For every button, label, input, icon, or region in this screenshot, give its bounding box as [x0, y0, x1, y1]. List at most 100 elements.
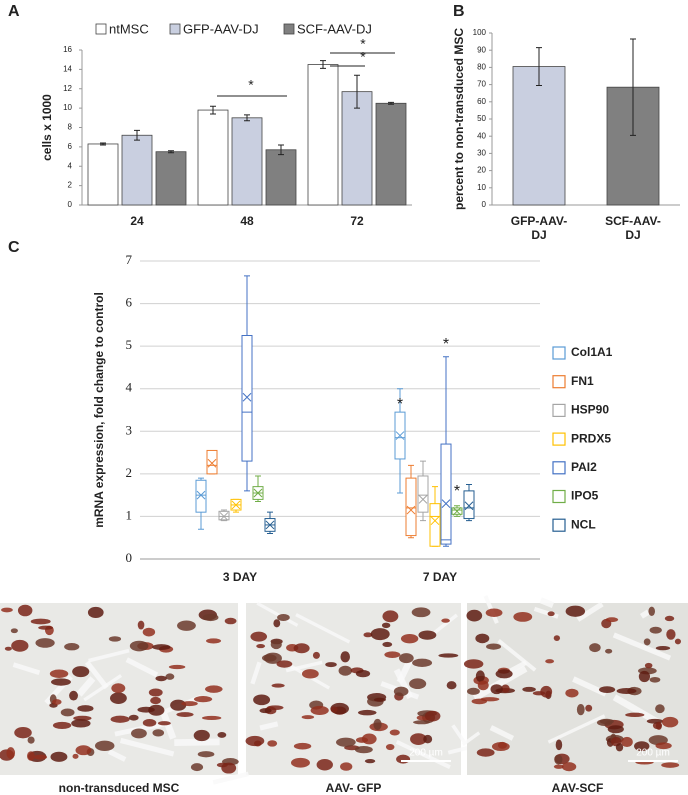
cell: [384, 651, 401, 658]
y-tick-label: 16: [63, 45, 72, 54]
cell: [155, 675, 167, 682]
cell: [131, 728, 147, 739]
cell: [340, 651, 350, 663]
x-tick-line: SCF-AAV-: [605, 214, 661, 228]
mean-marker: [253, 488, 263, 498]
scale-bar-label: 200 µm: [409, 748, 443, 759]
cell: [412, 658, 433, 667]
cell: [666, 629, 676, 640]
y-tick-label: 90: [477, 45, 486, 54]
cell: [547, 611, 555, 617]
y-tick-label: 6: [126, 295, 133, 310]
legend-label: ntMSC: [109, 21, 149, 36]
cell: [310, 705, 329, 716]
cell: [644, 662, 653, 669]
cell: [17, 604, 33, 617]
mean-marker: [441, 499, 451, 509]
cell: [52, 699, 62, 705]
box: [241, 335, 253, 462]
cell: [197, 751, 215, 758]
error-bar: [134, 129, 140, 141]
whisker: [466, 484, 472, 522]
cell: [411, 607, 431, 618]
cell: [330, 706, 338, 713]
cell: [522, 686, 536, 692]
cell: [49, 669, 69, 679]
cell: [424, 710, 441, 722]
cell: [357, 709, 377, 716]
whisker: [408, 464, 414, 539]
cell: [261, 654, 277, 662]
cell: [634, 741, 650, 752]
legend-swatch: [552, 461, 566, 475]
y-tick-label: 6: [68, 142, 73, 151]
error-bar: [536, 47, 542, 86]
cell: [72, 666, 90, 678]
cell: [490, 684, 503, 695]
cell: [396, 754, 411, 764]
cell: [27, 736, 35, 744]
legend-label: SCF-AAV-DJ: [297, 21, 372, 36]
cell: [655, 742, 672, 750]
y-tick-label: 4: [68, 161, 73, 170]
cell: [565, 605, 586, 617]
cell: [555, 739, 563, 751]
fiber: [489, 725, 515, 741]
cell: [157, 721, 171, 726]
error-bar: [388, 101, 394, 105]
cell: [77, 705, 94, 712]
mean-marker: [406, 505, 416, 515]
cell: [477, 680, 489, 691]
cell: [648, 606, 656, 616]
cell: [51, 678, 71, 686]
cell: [137, 706, 155, 713]
error-bar: [210, 105, 216, 115]
cell: [649, 676, 661, 683]
scale-bar-label: 200 µm: [636, 748, 670, 759]
cell: [616, 687, 637, 694]
legend-label: PAI2: [571, 460, 597, 474]
cell: [418, 630, 437, 640]
cell: [553, 764, 564, 769]
cell: [501, 684, 510, 693]
cell: [340, 762, 353, 771]
image-caption: non-transduced MSC: [59, 781, 180, 795]
cell: [389, 729, 400, 736]
cell: [108, 636, 122, 642]
significance-star: *: [360, 49, 366, 65]
cell: [64, 642, 80, 651]
box: [463, 490, 475, 520]
significance-star: *: [454, 483, 460, 500]
fiber: [256, 601, 299, 627]
cell: [615, 743, 624, 752]
y-tick-label: 3: [126, 422, 133, 437]
error-bar: [354, 74, 360, 109]
cell: [554, 754, 563, 765]
cell: [206, 638, 222, 644]
cell: [585, 704, 593, 712]
mean-marker: [219, 512, 229, 521]
y-tick-label: 1: [126, 507, 133, 522]
cell: [674, 638, 681, 645]
cell: [193, 729, 210, 742]
cell: [291, 757, 310, 768]
legend-label: GFP-AAV-DJ: [183, 21, 259, 36]
x-tick-label: 48: [240, 214, 254, 228]
legend-swatch: [552, 375, 566, 389]
cell: [217, 731, 227, 738]
cell: [398, 653, 414, 664]
cell: [177, 620, 196, 631]
y-axis-label: cells x 1000: [40, 94, 54, 161]
cell: [532, 691, 546, 696]
bar: [231, 117, 263, 206]
cell: [655, 704, 665, 714]
cell: [94, 740, 115, 751]
y-tick-label: 40: [477, 131, 486, 140]
panel-label: C: [8, 239, 20, 256]
cell: [423, 734, 433, 744]
cell: [649, 626, 662, 634]
mean-marker: [464, 501, 474, 511]
cell: [355, 670, 371, 678]
cell: [643, 638, 651, 646]
fiber: [533, 606, 559, 619]
